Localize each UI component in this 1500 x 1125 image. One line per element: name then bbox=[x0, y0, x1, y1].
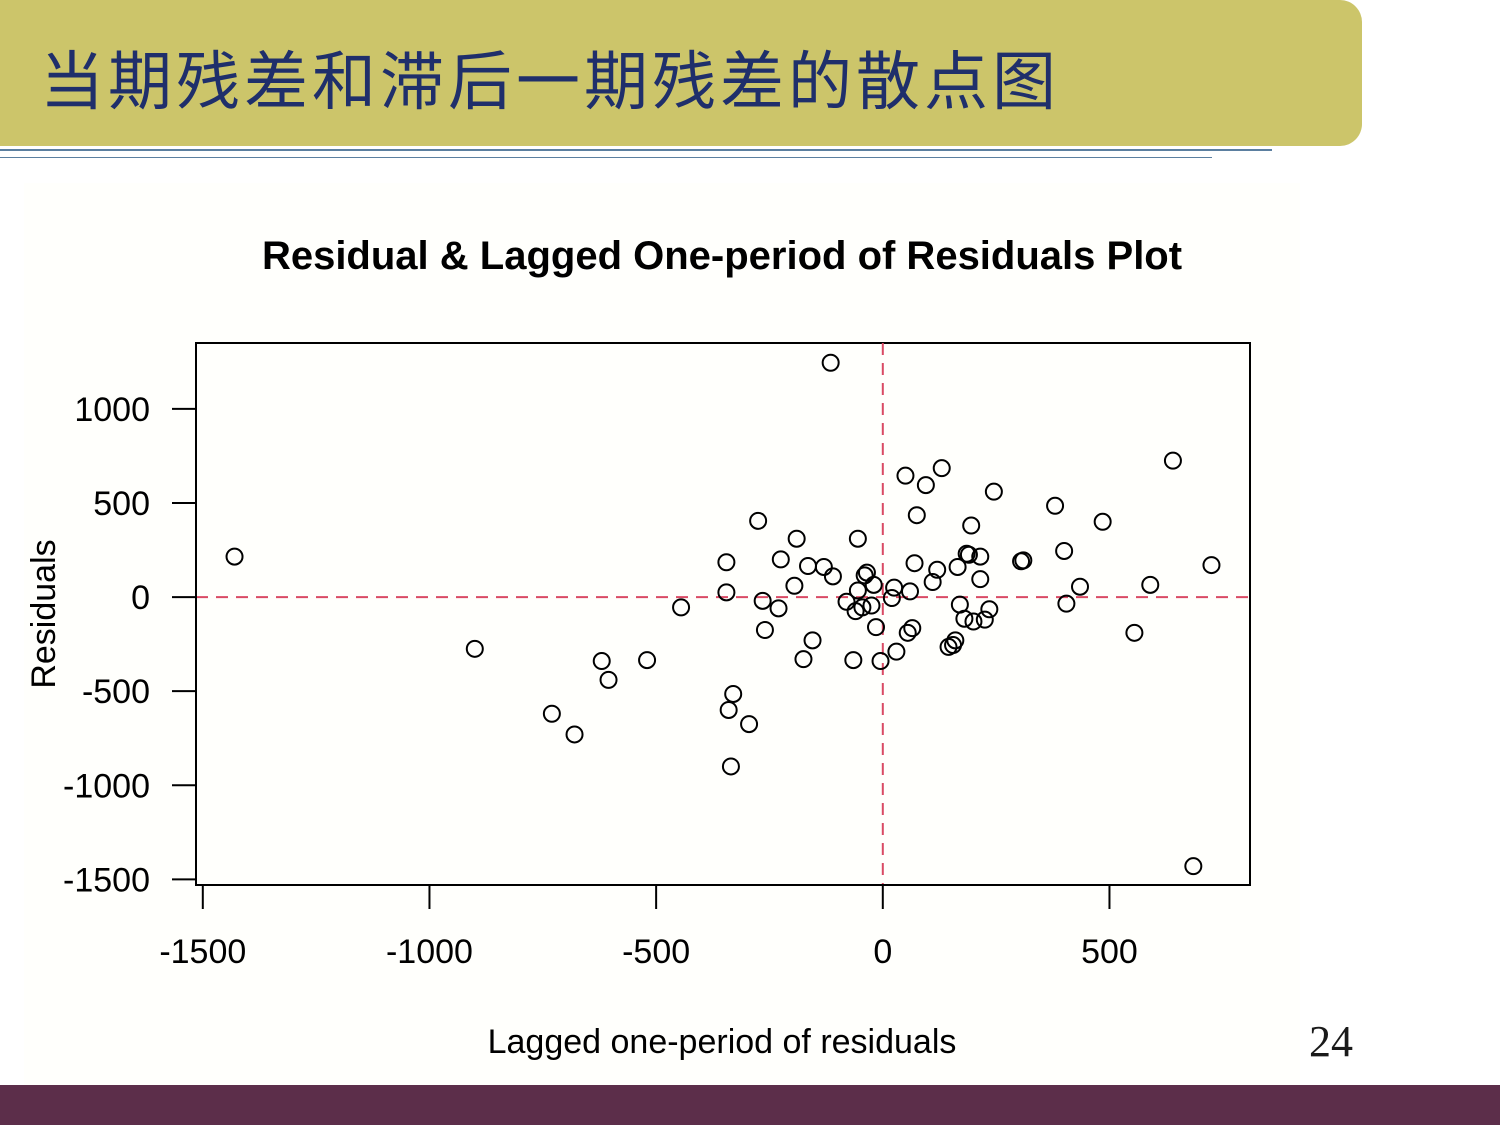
data-point bbox=[814, 557, 833, 576]
y-tick-label: -1500 bbox=[63, 861, 150, 899]
data-point bbox=[1125, 623, 1144, 642]
data-point bbox=[903, 619, 922, 638]
data-point bbox=[1046, 496, 1065, 515]
data-point bbox=[794, 650, 813, 669]
data-point bbox=[542, 704, 561, 723]
data-point bbox=[898, 623, 917, 642]
data-point bbox=[1014, 551, 1033, 570]
data-point bbox=[592, 652, 611, 671]
data-point bbox=[848, 581, 867, 600]
data-point bbox=[959, 545, 978, 564]
plot-frame bbox=[195, 342, 1251, 886]
data-point bbox=[955, 609, 974, 628]
data-point bbox=[848, 529, 867, 548]
data-point bbox=[1184, 857, 1203, 876]
data-point bbox=[771, 550, 790, 569]
slide-number: 24 bbox=[1309, 1017, 1353, 1066]
title-rule-top bbox=[0, 149, 1272, 151]
y-tick-label: -500 bbox=[82, 673, 150, 711]
data-points bbox=[225, 353, 1221, 876]
data-point bbox=[980, 600, 999, 619]
y-tick-label: 500 bbox=[93, 485, 150, 523]
data-point bbox=[1202, 556, 1221, 575]
data-point bbox=[946, 631, 965, 650]
data-point bbox=[887, 642, 906, 661]
data-point bbox=[1163, 451, 1182, 470]
data-point bbox=[565, 725, 584, 744]
data-point bbox=[928, 560, 947, 579]
x-axis-label: Lagged one-period of residuals bbox=[488, 1023, 957, 1061]
data-point bbox=[871, 652, 890, 671]
data-point bbox=[1141, 575, 1160, 594]
data-point bbox=[905, 554, 924, 573]
data-point bbox=[923, 573, 942, 592]
data-point bbox=[753, 591, 772, 610]
data-point bbox=[769, 599, 788, 618]
reference-lines bbox=[196, 343, 1250, 885]
data-point bbox=[916, 476, 935, 495]
data-point bbox=[862, 596, 881, 615]
y-tick-label: 0 bbox=[131, 579, 150, 617]
data-point bbox=[885, 578, 904, 597]
data-point bbox=[1071, 577, 1089, 596]
data-point bbox=[724, 684, 743, 703]
plot-panel bbox=[24, 183, 1300, 1085]
data-point bbox=[821, 353, 840, 372]
data-point bbox=[799, 557, 817, 576]
x-axis: -1500 -1000 -500 0 500 bbox=[159, 884, 1138, 971]
data-point bbox=[984, 482, 1003, 501]
data-point bbox=[964, 612, 983, 631]
data-point bbox=[672, 598, 691, 617]
data-point bbox=[901, 582, 919, 601]
data-point bbox=[907, 506, 926, 525]
data-point bbox=[855, 566, 874, 585]
data-point bbox=[803, 631, 822, 650]
x-tick-label: -1000 bbox=[386, 933, 473, 971]
data-point bbox=[785, 576, 804, 595]
x-tick-label: 500 bbox=[1081, 933, 1138, 971]
data-point bbox=[465, 639, 484, 658]
x-tick-label: 0 bbox=[873, 933, 892, 971]
data-point bbox=[721, 757, 740, 776]
data-point bbox=[844, 651, 863, 670]
data-point bbox=[749, 511, 768, 530]
data-point bbox=[599, 670, 618, 689]
data-point bbox=[823, 567, 842, 586]
y-tick-label: -1000 bbox=[63, 767, 150, 805]
data-point bbox=[740, 715, 759, 734]
x-tick-label: -1500 bbox=[159, 933, 246, 971]
data-point bbox=[717, 583, 736, 602]
x-tick-label: -500 bbox=[622, 933, 690, 971]
slide-title: 当期残差和滞后一期残差的散点图 bbox=[40, 46, 1060, 120]
y-axis-label: Residuals bbox=[25, 539, 63, 688]
data-point bbox=[755, 620, 774, 639]
data-point bbox=[867, 618, 885, 637]
data-point bbox=[853, 598, 872, 617]
data-point bbox=[975, 610, 994, 629]
data-point bbox=[837, 592, 856, 611]
data-point bbox=[638, 651, 657, 670]
data-point bbox=[864, 575, 883, 594]
title-rule-bottom bbox=[0, 157, 1212, 158]
data-point bbox=[1057, 594, 1076, 613]
title-band bbox=[0, 0, 1362, 146]
data-point bbox=[971, 570, 990, 589]
data-point bbox=[225, 547, 244, 566]
data-point bbox=[971, 547, 990, 566]
data-point bbox=[932, 459, 951, 478]
data-point bbox=[717, 553, 736, 572]
data-point bbox=[787, 529, 806, 548]
data-point bbox=[948, 557, 967, 576]
y-axis: -1500 -1000 -500 0 500 1000 bbox=[63, 391, 197, 899]
chart-title: Residual & Lagged One-period of Residual… bbox=[262, 234, 1182, 278]
data-point bbox=[896, 466, 915, 485]
data-point bbox=[882, 589, 901, 608]
data-point bbox=[1055, 541, 1074, 560]
bottom-band bbox=[0, 1085, 1500, 1125]
data-point bbox=[962, 516, 981, 535]
data-point bbox=[1093, 512, 1112, 531]
data-point bbox=[719, 700, 738, 719]
y-tick-label: 1000 bbox=[74, 391, 150, 429]
